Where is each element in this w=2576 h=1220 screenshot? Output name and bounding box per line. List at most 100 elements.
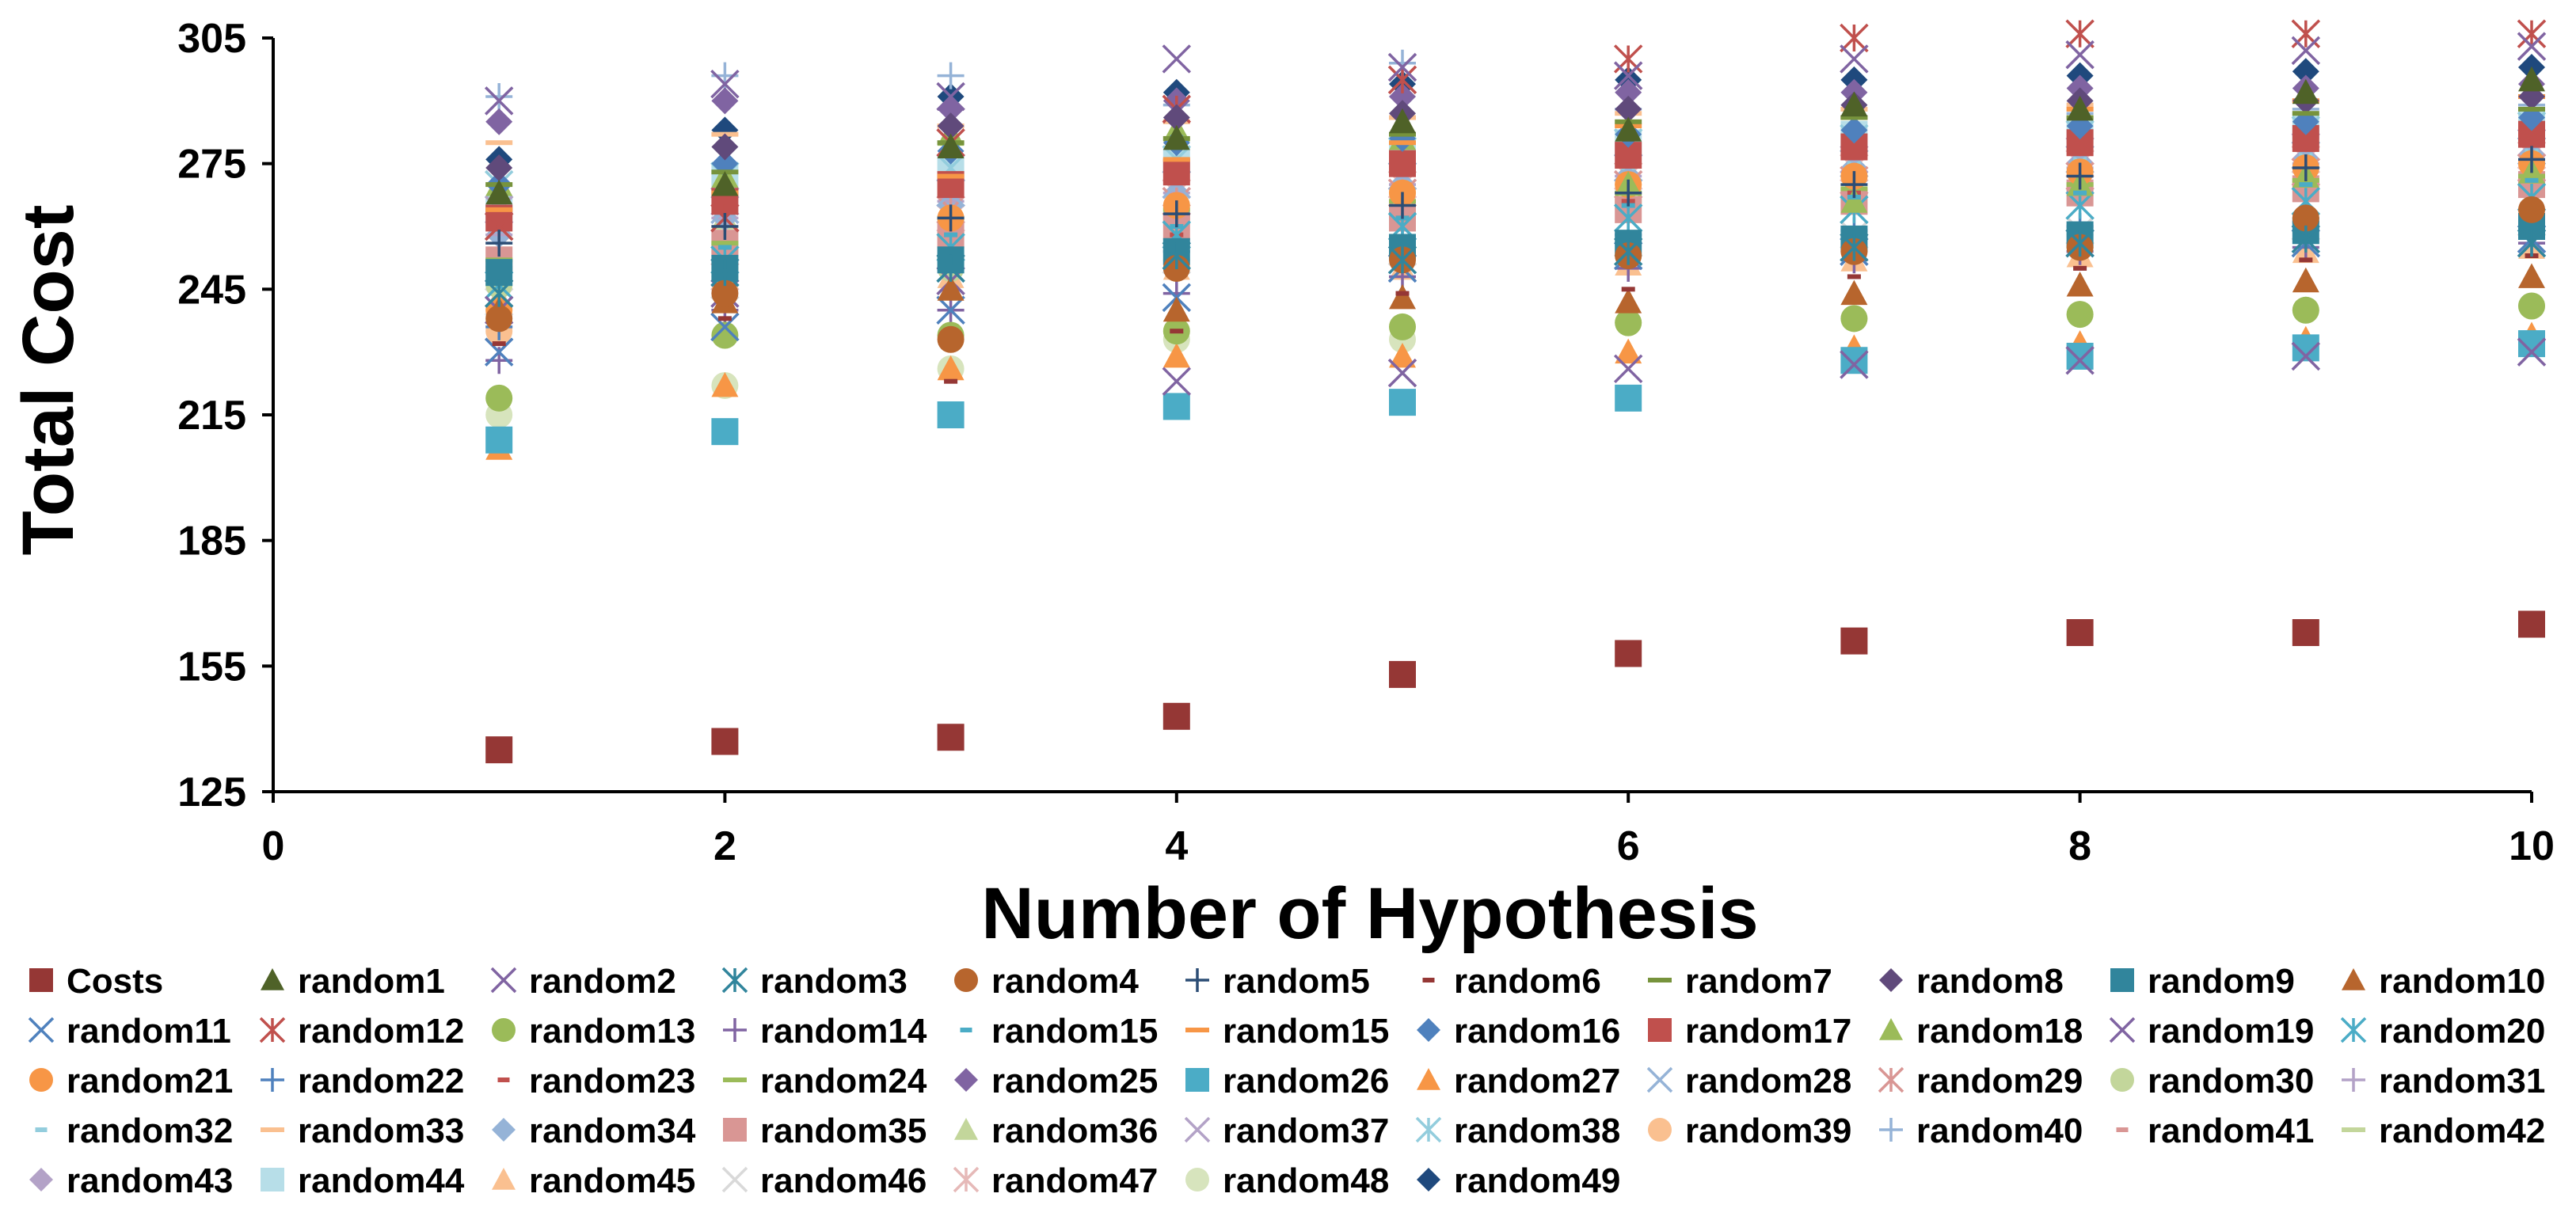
legend-marker [1185,968,1209,992]
data-point [1162,367,1192,396]
legend-marker [960,1028,972,1032]
legend-marker [1648,1118,1672,1142]
legend-label: random2 [529,962,676,1001]
series-random18 [485,116,2545,213]
data-point [1840,627,1868,655]
legend-marker [261,1168,284,1191]
legend-marker [954,968,978,992]
data-point [2292,111,2319,116]
legend-label: random25 [991,1062,1158,1100]
series-random32 [492,148,2539,208]
series-random26 [485,330,2545,454]
data-point [711,321,739,349]
legend-label: random15 [991,1012,1158,1051]
data-point [1840,347,1868,374]
legend-label: random32 [67,1112,233,1150]
legend-entry: random49 [1417,1161,1620,1200]
legend-entry: random42 [2342,1112,2545,1150]
legend-label: random13 [529,1012,695,1051]
legend-marker [261,1068,284,1092]
data-point [2517,228,2547,258]
data-point [2066,619,2094,647]
series-random36 [485,166,2545,238]
data-point [2292,296,2319,324]
data-point [2292,78,2319,105]
data-point [1170,329,1184,334]
legend-label: random11 [67,1012,231,1051]
series-random5 [485,146,2545,257]
x-tick-label: 2 [713,823,736,869]
legend-entry: random48 [1185,1161,1389,1200]
data-point [937,724,965,751]
data-point [485,305,513,333]
series-random24 [485,173,2545,263]
series-random12 [484,19,2547,241]
data-point [1389,131,1416,137]
x-tick-label: 8 [2068,823,2091,869]
series-random15 [492,177,2539,271]
legend-entry: random9 [2110,962,2295,1001]
legend-marker [1879,968,1903,992]
legend-marker [259,1017,286,1043]
legend-marker [2110,1068,2134,1092]
legend-entry: random18 [1879,1012,2083,1051]
legend-entry: random40 [1879,1112,2083,1150]
legend-label: random39 [1685,1112,1851,1150]
data-point [2066,301,2094,329]
legend-marker [1422,978,1435,982]
legend-marker [1879,1018,1903,1040]
y-axis-title: Total Cost [8,205,89,556]
legend-marker [2116,1127,2129,1132]
legend-entry: random30 [2110,1062,2314,1100]
series-random4 [485,196,2545,353]
series-random34 [485,142,2545,249]
series-random35 [485,171,2545,274]
legend-label: random1 [298,962,445,1001]
data-point [1615,288,1642,314]
legend-marker [721,967,748,994]
legend-label: random6 [1454,962,1601,1001]
legend-label: random4 [991,962,1139,1001]
series-random1 [485,66,2545,205]
data-point [937,204,965,232]
data-point [1840,188,1868,213]
legend-label: random43 [67,1161,233,1200]
data-point [1840,171,1868,199]
legend-label: random3 [760,962,907,1001]
data-point [1615,640,1642,667]
data-point [937,276,965,301]
data-point [711,241,739,246]
data-point [1613,44,1643,74]
series-random8 [485,83,2545,181]
data-point [485,736,513,764]
series-random42 [485,173,2545,271]
data-point [2292,267,2319,293]
data-point [2291,224,2321,254]
legend-marker [2342,968,2365,990]
legend-label: random23 [529,1062,695,1100]
data-point [2517,337,2547,367]
legend-label: random21 [67,1062,233,1100]
legend-label: random38 [1454,1112,1620,1150]
legend-entry: random23 [497,1062,695,1100]
legend-marker [723,1018,747,1042]
data-point [2065,346,2095,375]
series-random41 [492,165,2539,279]
data-point [2066,272,2094,297]
data-point [485,83,513,111]
legend-entry: random11 [28,1012,231,1051]
series-random2 [484,32,2547,116]
legend-entry: random32 [35,1112,233,1150]
data-point [937,62,965,89]
data-point [1162,393,1190,420]
data-point [937,401,965,428]
data-point [2292,58,2319,86]
series-random45 [485,234,2545,310]
legend-entry: random5 [1185,962,1370,1001]
data-point [711,133,739,161]
legend-label: random37 [1223,1112,1389,1150]
data-point [2518,146,2545,173]
data-point [1389,313,1416,340]
legend-label: random18 [1916,1012,2083,1051]
x-tick-label: 10 [2509,823,2555,869]
